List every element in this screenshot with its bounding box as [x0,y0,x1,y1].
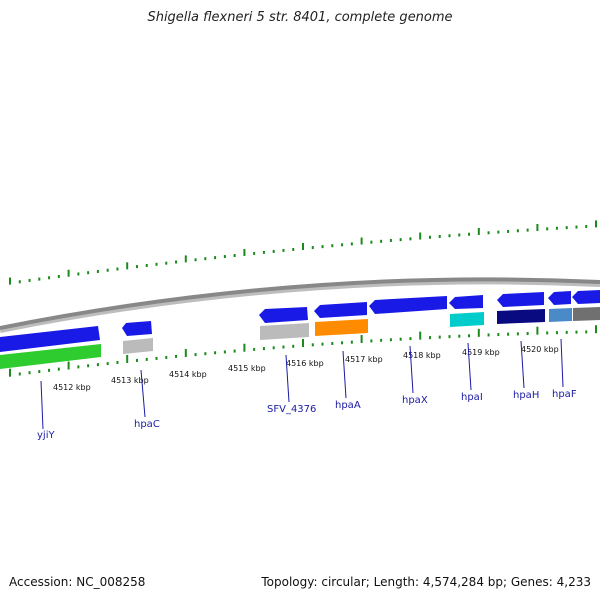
scale-label: 4516 kbp [286,359,324,368]
feature-bar-steel [549,308,572,322]
gene-label-yjiY[interactable]: yjiY [37,430,55,441]
gene-arrow-hpaF[interactable] [548,291,571,305]
backbone [0,277,600,330]
gene-arrow-hpaI[interactable] [449,295,483,309]
genome-summary: Topology: circular; Length: 4,574,284 bp… [261,575,591,589]
gene-arrow-yjiY[interactable] [0,326,100,352]
map-title: Shigella flexneri 5 str. 8401, complete … [147,10,453,25]
gene-arrow-hpaH[interactable] [497,292,544,307]
gene-label-SFV_4376[interactable]: SFV_4376 [267,404,316,415]
scale-label: 4514 kbp [169,370,207,379]
scale-label: 4512 kbp [53,383,91,392]
gene-arrow-hpaA[interactable] [314,302,367,318]
gene-label-hpaC[interactable]: hpaC [134,419,160,430]
gene-label-hpaI[interactable]: hpaI [461,392,483,403]
gene-arrow-SFV_4376[interactable] [259,307,308,323]
gene-label-hpaX[interactable]: hpaX [402,395,428,406]
scale-label: 4513 kbp [111,376,149,385]
feature-bar-gray-SFV [260,323,309,340]
gene-leader-lines [40,338,564,430]
feature-bar-orange [315,319,368,336]
feature-bar-green [0,344,101,369]
feature-bar-darkgray [573,307,600,321]
accession-label: Accession: NC_008258 [9,575,146,589]
gene-arrow-hpaC[interactable] [122,321,152,336]
scale-label: 4519 kbp [462,348,500,357]
outer-tick-track [9,220,597,285]
scale-label: 4518 kbp [403,351,441,360]
gene-label-hpaA[interactable]: hpaA [335,400,361,411]
feature-bar-gray-hpaC [123,338,153,354]
scale-label: 4515 kbp [228,364,266,373]
feature-bar-cyan [450,312,484,327]
inner-tick-track [9,325,597,377]
scale-label: 4520 kbp [521,345,559,354]
feature-bar-navy [497,309,545,324]
backbone-shadow [0,278,600,333]
scale-label: 4517 kbp [345,355,383,364]
gene-label-hpaF[interactable]: hpaF [552,389,577,400]
gene-label-hpaH[interactable]: hpaH [513,390,539,401]
gene-arrow-next[interactable] [572,290,600,304]
gene-arrow-hpaX[interactable] [369,296,447,314]
